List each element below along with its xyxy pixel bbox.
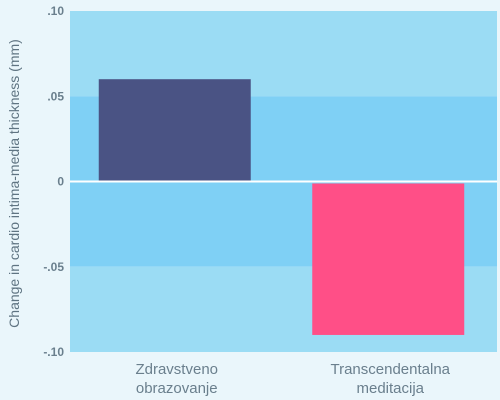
bar <box>98 79 251 182</box>
category-label: Transcendentalna meditacija <box>330 361 450 397</box>
category-label: Zdravstveno obrazovanje <box>135 361 218 397</box>
y-tick-label: .05 <box>47 89 64 103</box>
y-tick-label: -.10 <box>43 345 64 359</box>
y-tick-label: 0 <box>57 175 64 189</box>
bars <box>98 79 465 335</box>
category-labels: Zdravstveno obrazovanje Transcendentalna me… <box>135 361 450 397</box>
bar <box>312 183 465 335</box>
y-axis-title: Change in cardio intima-media thickness … <box>6 39 22 328</box>
y-tick-label: .10 <box>47 4 64 18</box>
y-tick-labels: .10 .05 0 -.05 -.10 <box>43 4 64 359</box>
y-tick-label: -.05 <box>43 260 64 274</box>
